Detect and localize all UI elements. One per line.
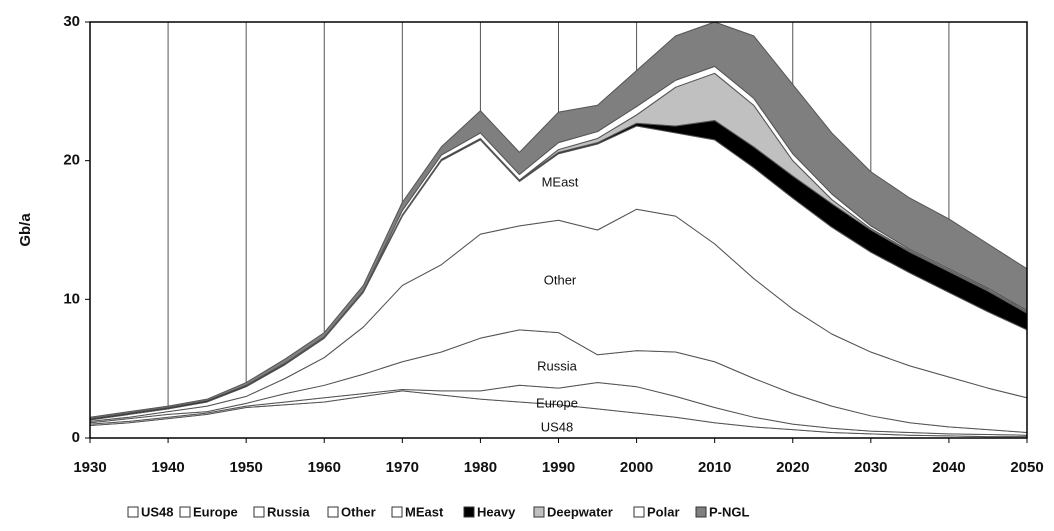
legend-label: Heavy [477, 504, 516, 519]
legend-label: Deepwater [547, 504, 613, 519]
y-tick-label: 30 [63, 13, 80, 30]
legend-swatch [179, 506, 191, 518]
x-tick-label: 1970 [386, 459, 419, 476]
y-tick-label: 0 [72, 429, 80, 446]
legend-swatch [253, 506, 265, 518]
x-tick-label: 2040 [932, 459, 965, 476]
legend-swatch [633, 506, 645, 518]
legend-swatch [463, 506, 475, 518]
y-tick-label: 10 [63, 290, 80, 307]
y-axis-label: Gb/a [17, 213, 34, 247]
x-tick-label: 2030 [854, 459, 887, 476]
plot-frame [89, 21, 1028, 439]
legend-label: Other [341, 504, 376, 519]
legend-swatch [127, 506, 139, 518]
x-tick-label: 2020 [776, 459, 809, 476]
legend-label: MEast [405, 504, 444, 519]
area-label: US48 [541, 419, 574, 434]
legend-label: P-NGL [709, 504, 750, 519]
legend-swatch [391, 506, 403, 518]
legend-swatch [533, 506, 545, 518]
legend-label: US48 [141, 504, 174, 519]
legend-swatch [327, 506, 339, 518]
legend-swatch [695, 506, 707, 518]
x-tick-label: 1940 [151, 459, 184, 476]
x-tick-label: 1960 [308, 459, 341, 476]
legend-label: Europe [193, 504, 238, 519]
x-tick-label: 2050 [1010, 459, 1043, 476]
area-label: MEast [542, 174, 579, 189]
legend-label: Russia [267, 504, 310, 519]
area-label: Russia [537, 358, 578, 373]
x-tick-label: 1950 [229, 459, 262, 476]
x-tick-label: 2010 [698, 459, 731, 476]
y-tick-label: 20 [63, 152, 80, 169]
legend-label: Polar [647, 504, 680, 519]
area-label: Europe [536, 395, 578, 410]
x-tick-label: 2000 [620, 459, 653, 476]
x-tick-label: 1930 [73, 459, 106, 476]
x-tick-label: 1990 [542, 459, 575, 476]
area-label: Other [544, 272, 577, 287]
x-tick-label: 1980 [464, 459, 497, 476]
